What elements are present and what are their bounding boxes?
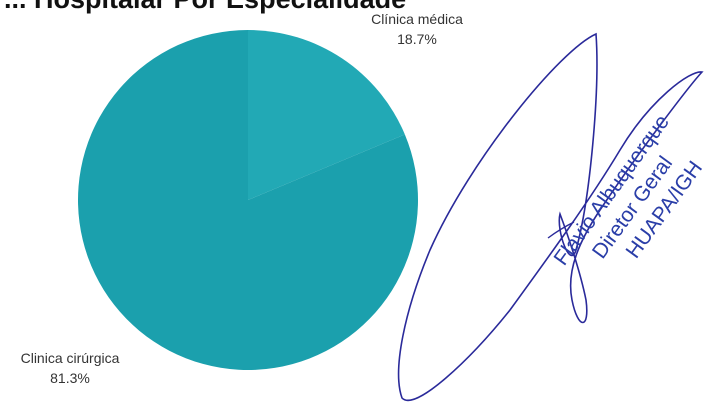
slice-name-clinica-medica: Clínica médica (371, 11, 463, 27)
slice-name-clinica-cirurgica: Clinica cirúrgica (20, 350, 120, 366)
slice-value-clinica-cirurgica: 81.3% (50, 370, 90, 386)
slice-label-clinica-medica: Clínica médica 18.7% (352, 9, 482, 49)
pie-slice-clinica-cirurgica (78, 30, 418, 370)
chart-title: ... Hospitalar Por Especialidade (4, 0, 406, 15)
pie-slice-clinica-medica (248, 30, 405, 200)
pie-slices (78, 30, 418, 370)
slice-value-clinica-medica: 18.7% (397, 31, 437, 47)
slice-label-clinica-cirurgica: Clinica cirúrgica 81.3% (0, 348, 140, 388)
